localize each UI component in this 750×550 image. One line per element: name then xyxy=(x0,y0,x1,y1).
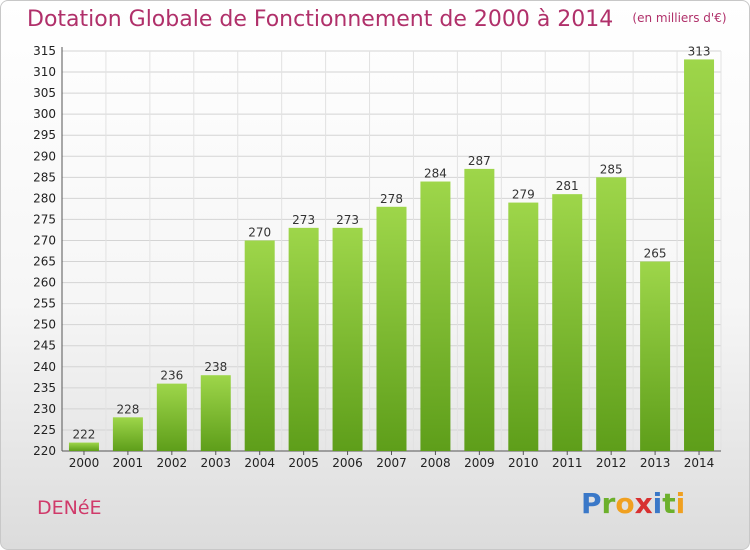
bar xyxy=(332,227,363,451)
logo-letter: o xyxy=(615,487,635,520)
data-label: 284 xyxy=(424,167,447,181)
data-label: 273 xyxy=(292,213,315,227)
y-tick-label: 280 xyxy=(33,191,56,205)
title-text: Dotation Globale de Fonctionnement de 20… xyxy=(27,7,614,32)
x-tick-label: 2009 xyxy=(464,456,495,470)
x-tick-label: 2011 xyxy=(552,456,583,470)
x-tick-label: 2007 xyxy=(376,456,407,470)
bar xyxy=(552,194,583,451)
logo-letter: t xyxy=(662,487,676,520)
x-tick-label: 2003 xyxy=(200,456,231,470)
y-tick-label: 225 xyxy=(33,423,56,437)
y-tick-label: 315 xyxy=(33,44,56,58)
y-tick-label: 245 xyxy=(33,339,56,353)
data-label: 278 xyxy=(380,192,403,206)
bar xyxy=(420,181,451,452)
x-tick-label: 2000 xyxy=(69,456,100,470)
y-tick-label: 285 xyxy=(33,170,56,184)
y-tick-label: 240 xyxy=(33,360,56,374)
y-tick-label: 275 xyxy=(33,212,56,226)
y-tick-label: 270 xyxy=(33,233,56,247)
data-label: 265 xyxy=(644,247,667,261)
bars xyxy=(68,59,715,452)
bar xyxy=(376,206,407,451)
x-tick-label: 2001 xyxy=(113,456,144,470)
data-label: 238 xyxy=(204,360,227,374)
bar xyxy=(464,168,495,452)
bar xyxy=(200,375,231,451)
data-label: 228 xyxy=(116,402,139,416)
data-label: 236 xyxy=(160,369,183,383)
logo-letter: i xyxy=(652,487,663,520)
data-label: 313 xyxy=(688,44,711,58)
bar xyxy=(288,227,319,451)
data-label: 273 xyxy=(336,213,359,227)
y-tick-label: 235 xyxy=(33,381,56,395)
y-tick-label: 310 xyxy=(33,65,56,79)
y-tick-label: 265 xyxy=(33,255,56,269)
value-labels: 222 228 236 238 270 273 273 278 284 287 279 281 285 2… xyxy=(73,44,711,441)
y-tick-label: 290 xyxy=(33,149,56,163)
y-tick-label: 230 xyxy=(33,402,56,416)
logo-letter: r xyxy=(601,487,616,520)
x-tick-label: 2013 xyxy=(640,456,671,470)
bar xyxy=(508,202,539,451)
bar xyxy=(156,383,187,451)
y-tick-label: 250 xyxy=(33,318,56,332)
y-tick-label: 220 xyxy=(33,444,56,458)
x-tick-label: 2010 xyxy=(508,456,539,470)
axes: 220 225 230 235 240 245 250 255 260 265 270 275 280 2… xyxy=(33,44,721,470)
bar xyxy=(68,442,99,451)
y-tick-label: 295 xyxy=(33,128,56,142)
x-tick-label: 2014 xyxy=(684,456,715,470)
data-label: 281 xyxy=(556,179,579,193)
bar xyxy=(684,59,715,451)
unit-text: (en milliers d'€) xyxy=(632,11,727,25)
data-label: 285 xyxy=(600,162,623,176)
bar xyxy=(244,240,275,451)
logo-letter: x xyxy=(634,487,653,520)
proxiti-logo: Proxiti xyxy=(581,487,685,520)
x-tick-label: 2012 xyxy=(596,456,627,470)
y-tick-label: 260 xyxy=(33,276,56,290)
logo-letter: P xyxy=(581,487,602,520)
logo-letter: i xyxy=(675,487,686,520)
commune-name: DENéE xyxy=(37,497,102,519)
y-tick-label: 305 xyxy=(33,86,56,100)
bar xyxy=(596,177,627,451)
y-tick-label: 300 xyxy=(33,107,56,121)
y-tick-label: 255 xyxy=(33,297,56,311)
data-label: 222 xyxy=(73,428,96,442)
x-tick-label: 2004 xyxy=(244,456,275,470)
bar xyxy=(112,417,143,451)
x-tick-label: 2005 xyxy=(288,456,319,470)
x-tick-label: 2002 xyxy=(157,456,188,470)
data-label: 270 xyxy=(248,225,271,239)
x-tick-label: 2008 xyxy=(420,456,451,470)
x-tick-label: 2006 xyxy=(332,456,363,470)
bar xyxy=(640,261,671,451)
chart-title: Dotation Globale de Fonctionnement de 20… xyxy=(27,7,727,32)
data-label: 279 xyxy=(512,188,535,202)
data-label: 287 xyxy=(468,154,491,168)
